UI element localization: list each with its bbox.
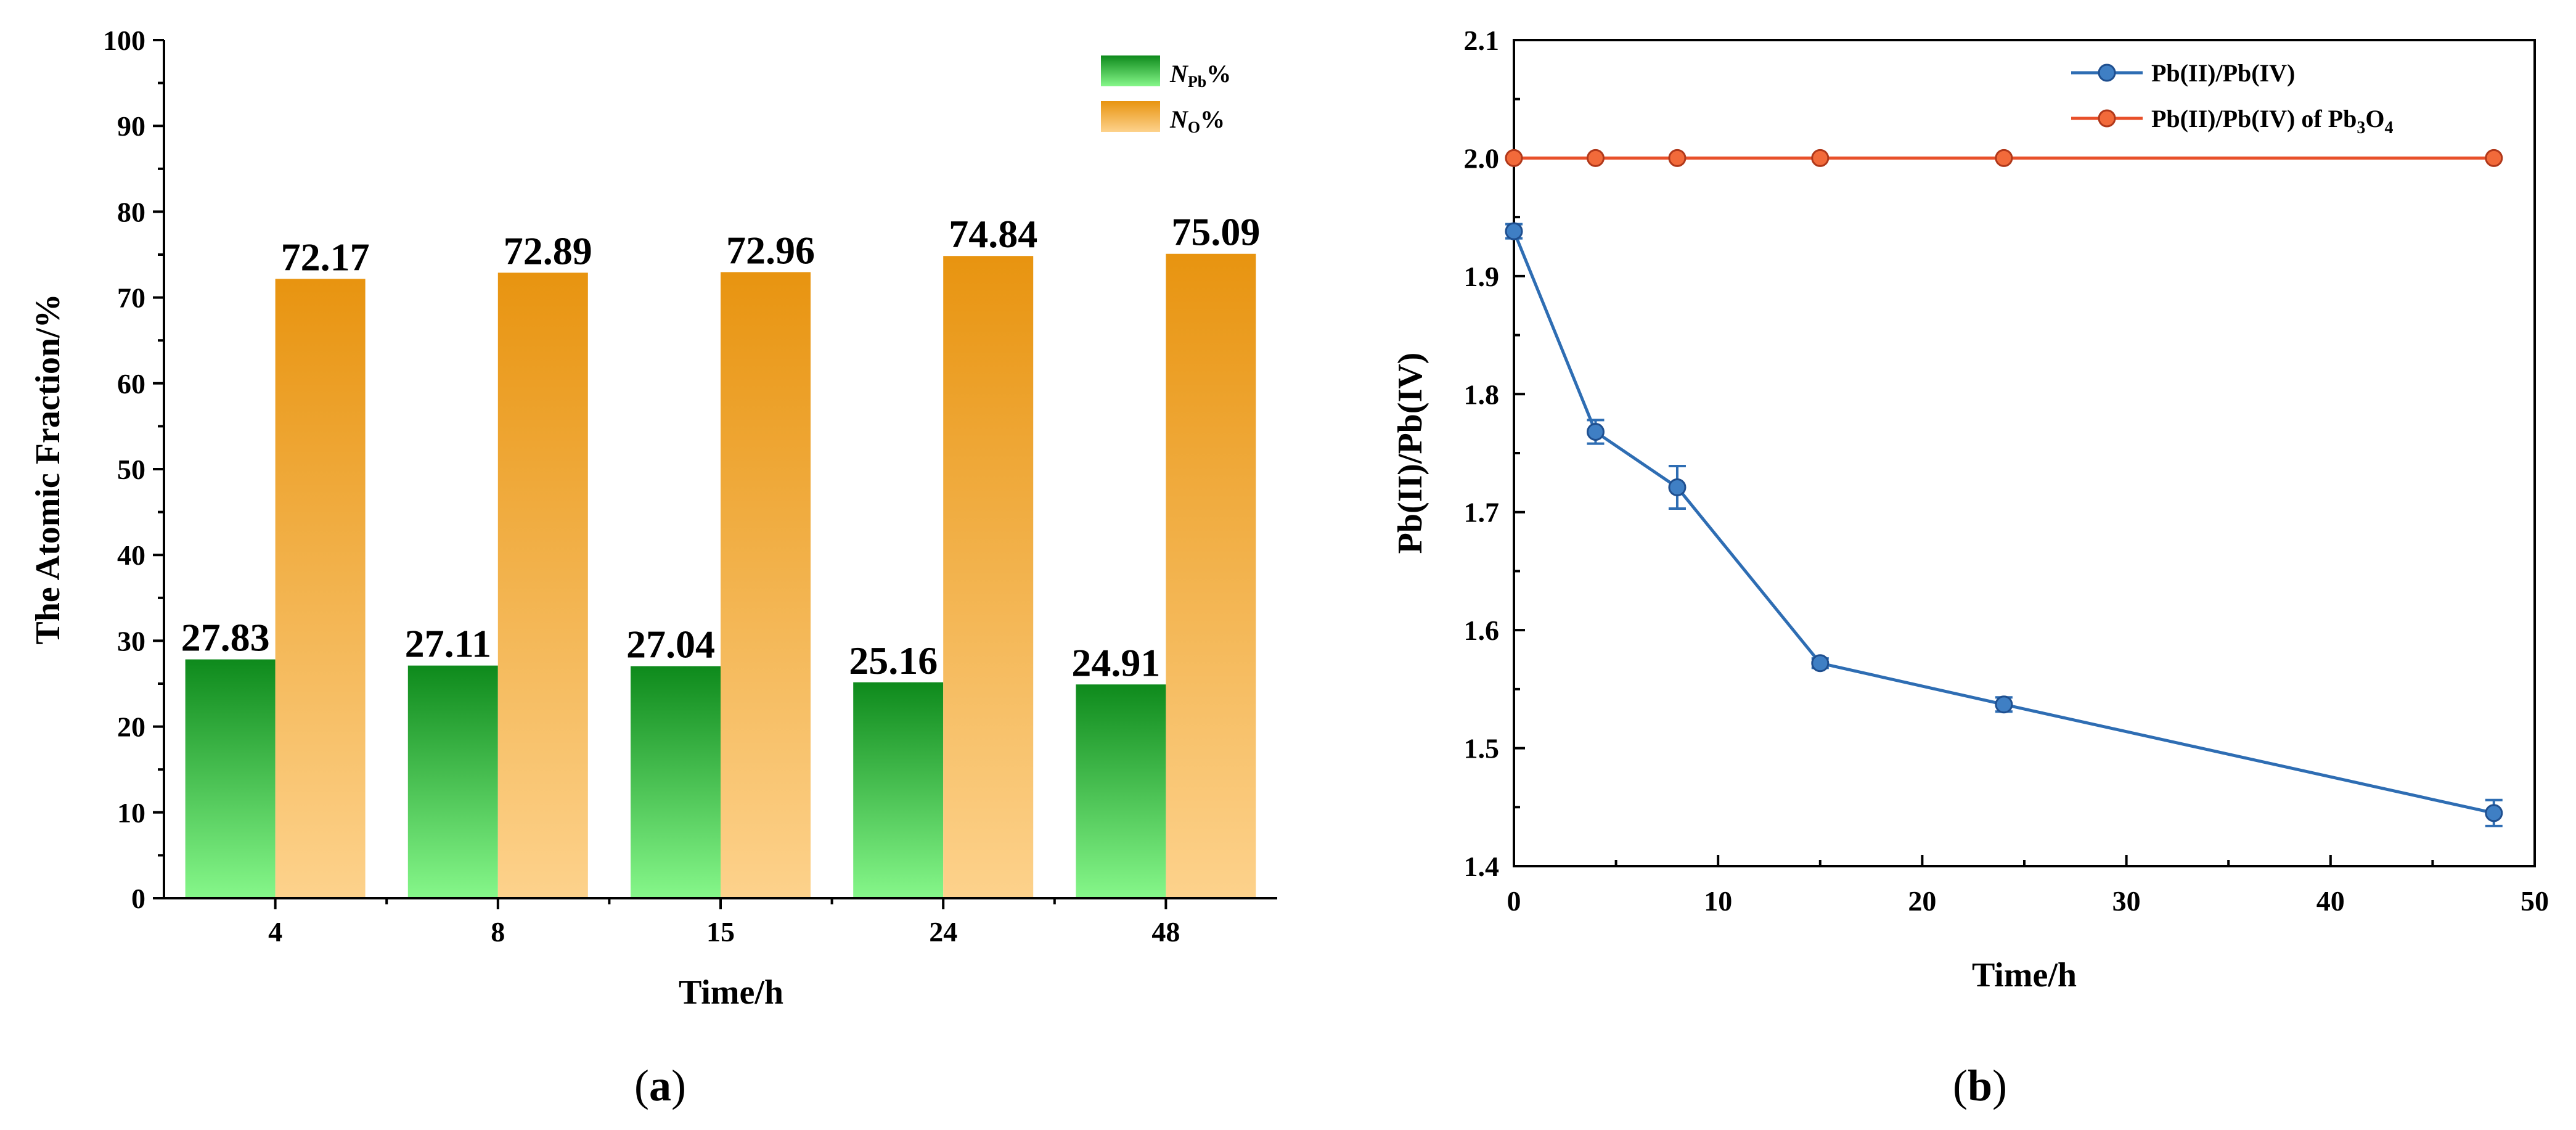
- y-tick-label: 1.5: [1464, 733, 1500, 764]
- y-tick-label: 1.9: [1464, 261, 1500, 292]
- x-tick-label: 40: [2316, 885, 2345, 917]
- data-point-pb3o4: [1505, 149, 1523, 167]
- data-point-pb-ratio: [1811, 654, 1830, 673]
- legend-label-npb: NPb%: [1169, 60, 1231, 91]
- data-point-pb3o4: [1995, 149, 2013, 167]
- bar-no: [1166, 253, 1256, 898]
- x-tick-label: 50: [2521, 885, 2549, 917]
- bar-value-label: 72.89: [504, 229, 592, 272]
- data-point-pb3o4: [1811, 149, 1830, 167]
- y-tick-label: 20: [117, 711, 145, 743]
- bar-value-label: 27.83: [181, 616, 270, 660]
- y-tick-label: 90: [117, 110, 145, 142]
- bar-value-labels: 27.83 72.17 27.11 72.89 27.04 72.96 25.16 74.84…: [181, 210, 1261, 685]
- legend: Pb(II)/Pb(IV) Pb(II)/Pb(IV) of Pb3O4: [2071, 59, 2393, 137]
- data-point-pb-ratio: [1505, 222, 1523, 240]
- y-tick-label: 60: [117, 368, 145, 399]
- bar-npb: [407, 665, 498, 898]
- y-tick-label: 1.8: [1464, 379, 1500, 410]
- y-ticks: 1.4 1.5 1.6 1.7 1.8 1.9 2.0 2.1: [1464, 25, 1525, 882]
- data-point-pb-ratio: [1668, 478, 1687, 497]
- y-tick-label: 80: [117, 196, 145, 227]
- legend-marker-pb-ratio: [2098, 63, 2116, 82]
- series-line-pb-ratio: [1512, 231, 2495, 815]
- bar-value-label: 74.84: [949, 212, 1037, 256]
- data-point-pb-ratio: [2485, 804, 2503, 822]
- data-point-pb3o4: [1586, 149, 1605, 167]
- bar-npb: [631, 666, 721, 898]
- line-chart-panel: 1.4 1.5 1.6 1.7 1.8 1.9 2.0 2.1 0 10 20 30 40 50 Pb(…: [1391, 25, 2549, 1110]
- y-tick-label: 70: [117, 282, 145, 314]
- bar-value-label: 27.11: [405, 622, 491, 666]
- bar-no: [943, 256, 1034, 899]
- x-tick-label: 48: [1151, 916, 1180, 948]
- y-tick-label: 1.6: [1464, 615, 1500, 646]
- bar-value-label: 75.09: [1171, 210, 1260, 254]
- y-tick-label: 1.4: [1464, 851, 1500, 882]
- y-tick-label: 1.7: [1464, 497, 1500, 528]
- y-ticks: 0 10 20 30 40 50 60 70 80 90 100: [103, 25, 164, 914]
- bar-value-label: 27.04: [626, 623, 715, 666]
- x-tick-label: 4: [268, 916, 282, 948]
- bar-npb: [1076, 684, 1166, 898]
- x-tick-label: 20: [1908, 885, 1936, 917]
- x-ticks: 0 10 20 30 40 50: [1507, 855, 2549, 917]
- bar-no: [497, 272, 588, 898]
- y-tick-label: 0: [131, 883, 145, 914]
- data-point-pb3o4: [1668, 149, 1687, 167]
- y-axis-title: Pb(II)/Pb(IV): [1391, 353, 1429, 554]
- x-ticks: 4 8 15 24 48: [268, 898, 1180, 948]
- line-series-group: [1505, 149, 2503, 827]
- bar-series-group: [185, 253, 1256, 899]
- bar-no: [721, 272, 811, 898]
- x-tick-label: 30: [2112, 885, 2141, 917]
- y-tick-label: 2.1: [1464, 25, 1500, 56]
- bar-value-label: 25.16: [849, 639, 938, 682]
- data-point-pb-ratio: [1995, 695, 2013, 714]
- x-tick-label: 10: [1704, 885, 1732, 917]
- legend-swatch-npb: [1101, 55, 1160, 86]
- plot-frame: [1513, 39, 2536, 867]
- x-tick-label: 8: [491, 916, 505, 948]
- y-tick-label: 2.0: [1464, 142, 1500, 174]
- legend-label-pb3o4: Pb(II)/Pb(IV) of Pb3O4: [2151, 105, 2393, 137]
- y-tick-label: 100: [103, 25, 145, 56]
- x-axis-title: Time/h: [679, 973, 783, 1012]
- y-tick-label: 30: [117, 625, 145, 657]
- data-point-pb-ratio: [1586, 423, 1605, 441]
- legend-marker-pb3o4: [2098, 109, 2116, 128]
- y-tick-label: 50: [117, 454, 145, 485]
- bar-npb: [853, 682, 944, 898]
- x-axis-title: Time/h: [1972, 956, 2077, 994]
- legend: NPb% NO%: [1101, 55, 1231, 136]
- y-tick-label: 10: [117, 797, 145, 829]
- panel-label-a: (a): [634, 1061, 686, 1110]
- bar-value-label: 24.91: [1071, 641, 1160, 684]
- bar-no: [275, 279, 366, 899]
- legend-label-pb-ratio: Pb(II)/Pb(IV): [2151, 59, 2295, 87]
- x-tick-label: 15: [706, 916, 735, 948]
- y-axis-title: The Atomic Fraction/%: [29, 293, 67, 644]
- data-point-pb3o4: [2485, 149, 2503, 167]
- legend-swatch-no: [1101, 101, 1160, 132]
- x-tick-label: 0: [1507, 885, 1521, 917]
- bar-value-label: 72.17: [281, 235, 370, 279]
- panel-label-b: (b): [1953, 1061, 2007, 1110]
- bar-value-label: 72.96: [726, 228, 815, 272]
- legend-label-no: NO%: [1169, 105, 1225, 136]
- bar-chart-panel: 27.83 72.17 27.11 72.89 27.04 72.96 25.16 74.84…: [29, 25, 1277, 1110]
- x-tick-label: 24: [929, 916, 957, 948]
- bar-npb: [185, 659, 276, 898]
- y-tick-label: 40: [117, 539, 145, 571]
